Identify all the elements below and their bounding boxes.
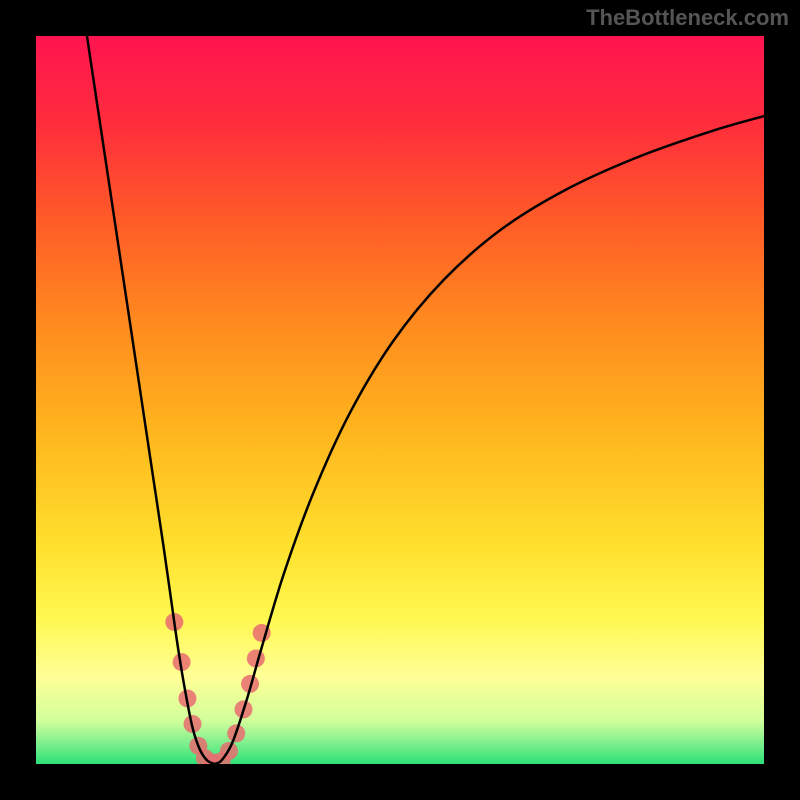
plot-area [36, 36, 764, 764]
gradient-background [36, 36, 764, 764]
watermark: TheBottleneck.com [586, 5, 789, 31]
chart-container: TheBottleneck.com [0, 0, 800, 800]
chart-svg [36, 36, 764, 764]
